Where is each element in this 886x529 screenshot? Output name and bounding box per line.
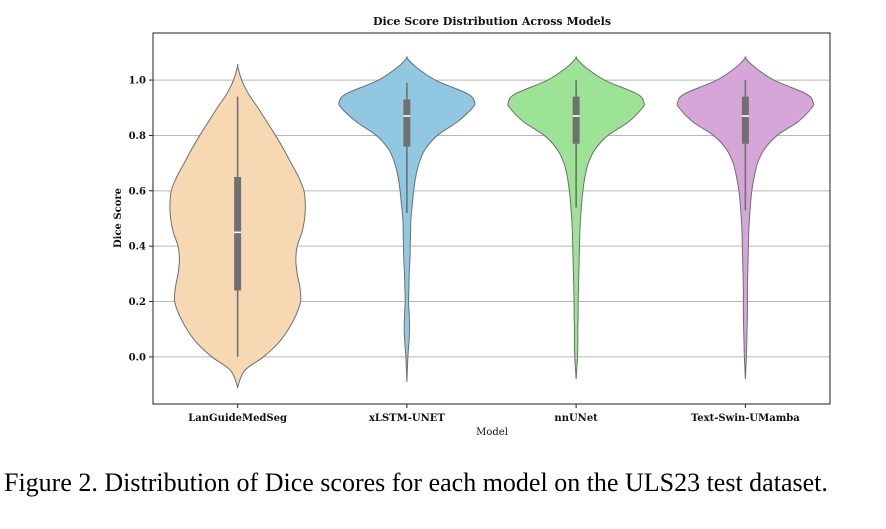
y-axis-label: Dice Score xyxy=(113,188,124,248)
violin-iqr-box xyxy=(234,176,242,291)
violin-body xyxy=(507,56,645,380)
x-axis-ticks: LanGuideMedSeg xLSTM-UNET nnUNet Text-Swin-… xyxy=(188,404,800,424)
chart-title: Dice Score Distribution Across Models xyxy=(373,15,611,28)
x-axis-label: Model xyxy=(476,427,508,438)
x-tick-label: Text-Swin-UMamba xyxy=(691,413,800,424)
violin-body xyxy=(676,56,815,380)
violin-iqr-box xyxy=(741,96,749,144)
violin-body xyxy=(338,56,476,382)
figure-caption: Figure 2. Distribution of Dice scores fo… xyxy=(4,468,828,497)
x-tick-label: xLSTM-UNET xyxy=(369,413,445,424)
y-tick-label: 0.8 xyxy=(129,131,146,142)
y-tick-label: 0.2 xyxy=(129,297,146,308)
x-tick-label: nnUNet xyxy=(554,413,598,424)
y-tick-label: 0.0 xyxy=(129,352,146,363)
y-tick-label: 0.4 xyxy=(129,242,146,253)
y-tick-label: 0.6 xyxy=(129,186,146,197)
violin-iqr-box xyxy=(572,96,580,144)
x-tick-label: LanGuideMedSeg xyxy=(188,413,287,424)
violins xyxy=(169,56,815,389)
y-tick-label: 1.0 xyxy=(129,76,146,87)
plot-frame xyxy=(152,32,831,405)
y-axis-ticks: 0.0 0.2 0.4 0.6 0.8 1.0 xyxy=(129,76,153,363)
violin-iqr-box xyxy=(403,99,411,147)
